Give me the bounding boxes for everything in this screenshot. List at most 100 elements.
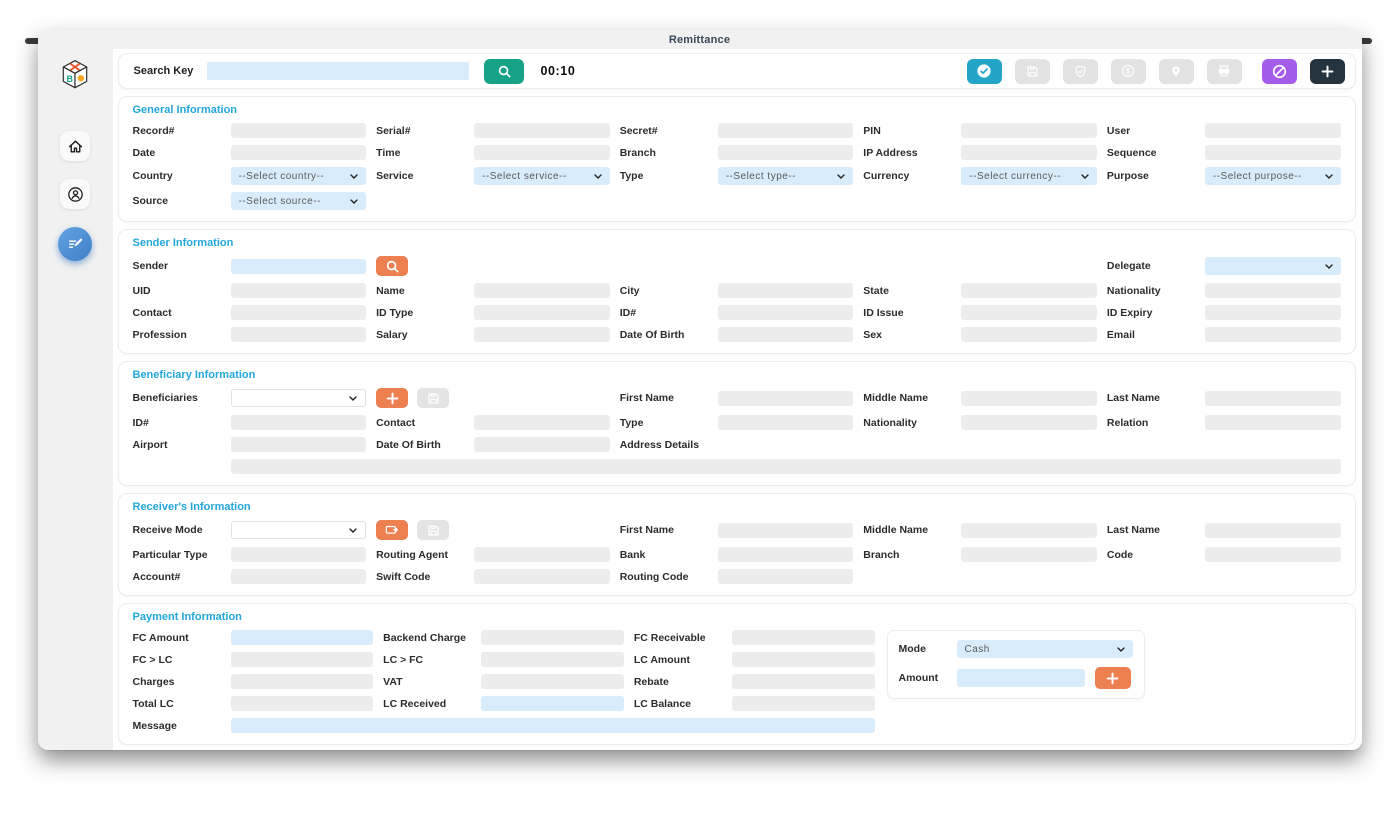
sender-search-button[interactable] <box>376 256 409 276</box>
receiver-last-name-input[interactable] <box>1204 522 1341 538</box>
save-button[interactable] <box>1014 58 1050 84</box>
sender-sex-input[interactable] <box>961 327 1097 342</box>
beneficiary-airport-input[interactable] <box>230 437 367 452</box>
receiver-first-name-label: First Name <box>619 524 674 536</box>
sender-contact-label: Contact <box>132 306 172 319</box>
sender-id-expiry-input[interactable] <box>1204 305 1341 320</box>
receiver-routing-agent-input[interactable] <box>474 547 610 562</box>
cancel-button[interactable] <box>1261 58 1297 84</box>
payment-lc-received-input[interactable] <box>481 696 624 711</box>
payment-lc-amount-input[interactable] <box>731 652 875 667</box>
sidebar-item-customers[interactable] <box>60 179 90 209</box>
beneficiary-nationality-input[interactable] <box>961 415 1097 430</box>
receiver-particular-type-input[interactable] <box>230 547 367 562</box>
general-source-select[interactable]: --Select source-- <box>230 192 367 210</box>
payment-lc-fc-input[interactable] <box>481 652 624 667</box>
search-button[interactable] <box>484 58 525 84</box>
location-button[interactable] <box>1158 58 1194 84</box>
add-button[interactable] <box>1309 58 1345 84</box>
receiver-code-input[interactable] <box>1204 547 1341 562</box>
sender-nationality-input[interactable] <box>1204 283 1341 298</box>
sender-sender-input[interactable] <box>230 258 367 274</box>
general-time-input[interactable] <box>474 145 610 160</box>
sidebar-item-home[interactable] <box>60 131 90 161</box>
general-record-input[interactable] <box>230 123 367 138</box>
sender-id-input[interactable] <box>717 305 854 320</box>
print-button[interactable] <box>1206 58 1242 84</box>
beneficiary-first-name-input[interactable] <box>717 390 854 406</box>
sender-id-issue-input[interactable] <box>961 305 1097 320</box>
receive-mode-button[interactable] <box>376 520 409 540</box>
payment-total-lc-input[interactable] <box>230 696 374 711</box>
payment-backend-charge-input[interactable] <box>481 630 624 645</box>
general-grid: Record# Serial# Secret# PIN User Date Time Bran… <box>133 123 1341 210</box>
save-beneficiary-button[interactable] <box>417 388 450 408</box>
sender-email-input[interactable] <box>1204 327 1341 342</box>
beneficiary-middle-name-input[interactable] <box>961 390 1097 406</box>
general-secret-input[interactable] <box>717 123 854 138</box>
sender-title: Sender Information <box>132 237 234 249</box>
general-purpose-select[interactable]: --Select purpose-- <box>1204 167 1341 185</box>
payment-fc-lc-input[interactable] <box>230 652 374 667</box>
beneficiary-contact-input[interactable] <box>474 415 610 430</box>
receiver-branch-input[interactable] <box>961 547 1097 562</box>
sender-delegate-select[interactable] <box>1204 257 1341 275</box>
receiver-account-input[interactable] <box>230 569 367 584</box>
payment-rebate-input[interactable] <box>731 674 875 689</box>
payment-fc-receivable-input[interactable] <box>731 630 875 645</box>
beneficiary-address-details-input[interactable] <box>230 459 1341 474</box>
receiver-receive-mode-select[interactable] <box>230 521 367 539</box>
general-ip-address-input[interactable] <box>961 145 1097 160</box>
sender-profession-label: Profession <box>132 328 187 341</box>
payment-charges-input[interactable] <box>230 674 374 689</box>
general-branch-input[interactable] <box>717 145 854 160</box>
general-service-select[interactable]: --Select service-- <box>474 167 610 185</box>
payment-vat-input[interactable] <box>481 674 624 689</box>
beneficiary-beneficiaries-select[interactable] <box>230 389 367 407</box>
general-serial-input[interactable] <box>474 123 610 138</box>
payment-message-input[interactable] <box>230 718 875 733</box>
add-beneficiary-button[interactable] <box>376 388 409 408</box>
receiver-first-name-input[interactable] <box>717 522 854 538</box>
transfer-icon <box>385 523 399 537</box>
sender-uid-input[interactable] <box>230 283 367 298</box>
general-currency-select[interactable]: --Select currency-- <box>961 167 1097 185</box>
payment-mode-select[interactable]: Cash <box>956 640 1133 658</box>
payment-fc-amount-input[interactable] <box>230 630 374 645</box>
payment-amount-input[interactable] <box>956 669 1085 687</box>
beneficiary-last-name-input[interactable] <box>1204 390 1341 406</box>
general-user-input[interactable] <box>1204 123 1341 138</box>
receiver-routing-code-input[interactable] <box>717 569 854 584</box>
sender-contact-input[interactable] <box>230 305 367 320</box>
beneficiary-id-input[interactable] <box>230 415 367 430</box>
receiver-swift-code-input[interactable] <box>474 569 610 584</box>
general-country-select[interactable]: --Select country-- <box>230 167 367 185</box>
sender-profession-input[interactable] <box>230 327 367 342</box>
sender-state-input[interactable] <box>961 283 1097 298</box>
general-pin-input[interactable] <box>961 123 1097 138</box>
beneficiary-relation-input[interactable] <box>1204 415 1341 430</box>
general-type-value: --Select type-- <box>725 170 796 182</box>
sender-salary-input[interactable] <box>474 327 610 342</box>
approve-button[interactable] <box>966 58 1002 84</box>
general-country-label: Country <box>132 170 173 182</box>
sender-city-input[interactable] <box>717 283 854 298</box>
save-receiver-button[interactable] <box>417 520 450 540</box>
beneficiary-type-input[interactable] <box>717 415 854 430</box>
receiver-middle-name-input[interactable] <box>961 522 1097 538</box>
charges-button[interactable]: $ <box>1110 58 1146 84</box>
payment-lc-balance-input[interactable] <box>731 696 875 711</box>
general-type-select[interactable]: --Select type-- <box>717 167 854 185</box>
sidebar-item-remittance[interactable] <box>58 227 92 261</box>
sender-name-input[interactable] <box>474 283 610 298</box>
plus-icon <box>385 391 400 406</box>
general-date-input[interactable] <box>230 145 367 160</box>
search-input[interactable] <box>207 62 470 80</box>
receiver-bank-input[interactable] <box>717 547 854 562</box>
payment-add-button[interactable] <box>1094 667 1131 689</box>
sender-date-of-birth-input[interactable] <box>717 327 854 342</box>
sender-id-type-input[interactable] <box>474 305 610 320</box>
general-sequence-input[interactable] <box>1204 145 1341 160</box>
beneficiary-date-of-birth-input[interactable] <box>474 437 610 452</box>
verify-button[interactable] <box>1062 58 1098 84</box>
